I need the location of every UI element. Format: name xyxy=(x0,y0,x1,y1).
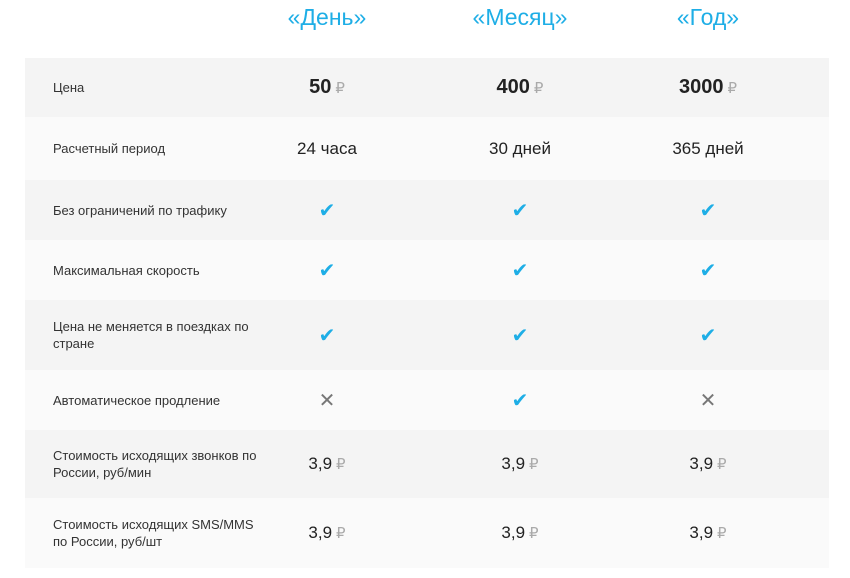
feature-cell: ✔ xyxy=(628,323,788,348)
cell-value: 3,9 xyxy=(308,454,333,473)
plan-header: «День» xyxy=(287,4,367,30)
table-row: Цена не меняется в поездках по стране ✔ ✔ ✔ xyxy=(25,300,829,370)
feature-cell: ✔ xyxy=(440,323,600,348)
table-row: Максимальная скорость ✔ ✔ ✔ xyxy=(25,240,829,300)
ruble-sign: ₽ xyxy=(727,80,738,97)
table-row: Без ограничений по трафику ✔ ✔ ✔ xyxy=(25,180,829,240)
value-cell: 24 часа xyxy=(247,139,407,159)
row-label: Расчетный период xyxy=(53,141,166,156)
check-icon: ✔ xyxy=(699,259,717,282)
row-label: Стоимость исходящих звонков по России, р… xyxy=(53,448,257,480)
check-icon: ✔ xyxy=(511,259,529,282)
check-icon: ✔ xyxy=(699,199,717,222)
cell-value: 30 дней xyxy=(489,138,551,158)
cell-value: 3,9 xyxy=(689,523,714,542)
value-cell: 30 дней xyxy=(440,139,600,159)
row-label: Автоматическое продление xyxy=(53,392,221,408)
tariff-comparison-table: Цена 50 ₽400 ₽3000 ₽ Расчетный период 24 часа 3… xyxy=(25,58,829,568)
feature-cell: ✕ xyxy=(628,388,788,413)
price-cell: 3000 ₽ xyxy=(628,76,788,99)
cell-value: 24 часа xyxy=(297,138,357,158)
ruble-sign: ₽ xyxy=(717,456,727,473)
cell-value: 3,9 xyxy=(501,523,526,542)
cross-icon: ✕ xyxy=(699,389,717,412)
check-icon: ✔ xyxy=(511,389,529,412)
price-cell: 400 ₽ xyxy=(440,76,600,99)
cell-value: 3,9 xyxy=(308,523,333,542)
check-icon: ✔ xyxy=(699,324,717,347)
feature-cell: ✔ xyxy=(247,198,407,223)
check-icon: ✔ xyxy=(318,259,336,282)
value-cell: 3,9 ₽ xyxy=(247,523,407,543)
table-row: Стоимость исходящих звонков по России, р… xyxy=(25,430,829,498)
cell-value: 3000 xyxy=(678,76,724,98)
cell-value: 50 xyxy=(309,76,332,98)
plan-headers: «День» «Месяц» «Год» xyxy=(0,0,850,58)
ruble-sign: ₽ xyxy=(529,456,539,473)
feature-cell: ✔ xyxy=(247,323,407,348)
value-cell: 3,9 ₽ xyxy=(628,454,788,474)
ruble-sign: ₽ xyxy=(529,525,539,542)
feature-cell: ✔ xyxy=(440,258,600,283)
plan-header: «Год» xyxy=(676,4,740,30)
row-label: Цена не меняется в поездках по стране xyxy=(53,319,249,351)
row-label: Максимальная скорость xyxy=(53,262,200,278)
check-icon: ✔ xyxy=(511,324,529,347)
table-row: Цена 50 ₽400 ₽3000 ₽ xyxy=(25,58,829,117)
row-label: Без ограничений по трафику xyxy=(53,202,227,218)
ruble-sign: ₽ xyxy=(336,456,346,473)
table-row: Расчетный период 24 часа 30 дней 365 дней xyxy=(25,117,829,180)
feature-cell: ✕ xyxy=(247,388,407,413)
cross-icon: ✕ xyxy=(318,389,336,412)
row-label: Стоимость исходящих SMS/MMS по России, р… xyxy=(53,517,254,549)
check-icon: ✔ xyxy=(511,199,529,222)
feature-cell: ✔ xyxy=(628,258,788,283)
check-icon: ✔ xyxy=(318,324,336,347)
value-cell: 365 дней xyxy=(628,139,788,159)
table-row: Стоимость исходящих SMS/MMS по России, р… xyxy=(25,498,829,568)
feature-cell: ✔ xyxy=(440,198,600,223)
ruble-sign: ₽ xyxy=(336,525,346,542)
feature-cell: ✔ xyxy=(247,258,407,283)
value-cell: 3,9 ₽ xyxy=(440,523,600,543)
check-icon: ✔ xyxy=(318,199,336,222)
plan-header: «Месяц» xyxy=(472,4,568,30)
cell-value: 400 xyxy=(496,76,530,98)
row-label: Цена xyxy=(53,80,85,95)
value-cell: 3,9 ₽ xyxy=(628,523,788,543)
ruble-sign: ₽ xyxy=(533,80,544,97)
feature-cell: ✔ xyxy=(440,388,600,413)
cell-value: 3,9 xyxy=(689,454,714,473)
ruble-sign: ₽ xyxy=(717,525,727,542)
cell-value: 365 дней xyxy=(672,138,744,158)
price-cell: 50 ₽ xyxy=(247,76,407,99)
cell-value: 3,9 xyxy=(501,454,526,473)
value-cell: 3,9 ₽ xyxy=(440,454,600,474)
value-cell: 3,9 ₽ xyxy=(247,454,407,474)
ruble-sign: ₽ xyxy=(335,80,345,97)
table-row: Автоматическое продление ✕ ✔ ✕ xyxy=(25,370,829,430)
feature-cell: ✔ xyxy=(628,198,788,223)
